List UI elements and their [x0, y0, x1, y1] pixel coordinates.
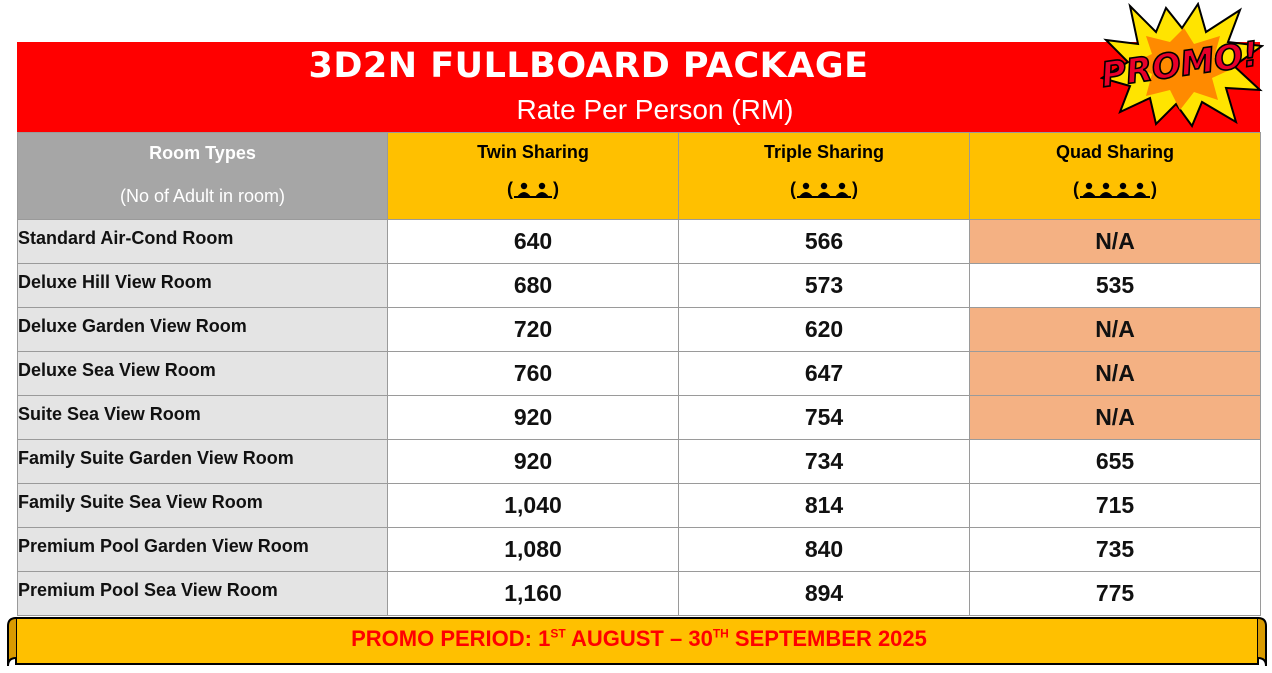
quad-sharing-header: Quad Sharing () [969, 132, 1261, 220]
triple-price-cell: 840 [678, 527, 970, 572]
triple-price-cell: 734 [678, 439, 970, 484]
quad-sharing-label: Quad Sharing [1055, 142, 1174, 162]
table-row: Deluxe Hill View Room 680 573 535 [17, 263, 1261, 308]
quad-price-cell: N/A [969, 395, 1261, 440]
triple-price-cell: 814 [678, 483, 970, 528]
package-header: 3D2N FULLBOARD PACKAGE Rate Per Person (… [17, 42, 1260, 132]
twin-price-cell: 1,160 [387, 571, 679, 616]
page-title: 3D2N FULLBOARD PACKAGE [308, 46, 869, 86]
table-row: Deluxe Garden View Room 720 620 N/A [17, 307, 1261, 352]
triple-price-cell: 647 [678, 351, 970, 396]
quad-price-cell: 655 [969, 439, 1261, 484]
table-row: Deluxe Sea View Room 760 647 N/A [17, 351, 1261, 396]
twin-sharing-label: Twin Sharing [477, 142, 589, 162]
table-row: Premium Pool Sea View Room 1,160 894 775 [17, 571, 1261, 616]
triple-price-cell: 894 [678, 571, 970, 616]
quad-price-cell: N/A [969, 351, 1261, 396]
room-type-cell: Standard Air-Cond Room [17, 219, 388, 264]
table-header-row: Room Types (No of Adult in room) Twin Sh… [17, 132, 1261, 220]
room-type-cell: Deluxe Hill View Room [17, 263, 388, 308]
adults-in-room-label: (No of Adult in room) [119, 186, 286, 206]
table-row: Family Suite Garden View Room 920 734 65… [17, 439, 1261, 484]
rate-table-body: Standard Air-Cond Room 640 566 N/A Delux… [17, 219, 1261, 616]
room-type-cell: Premium Pool Garden View Room [17, 527, 388, 572]
triple-price-cell: 566 [678, 219, 970, 264]
twin-price-cell: 640 [387, 219, 679, 264]
table-row: Premium Pool Garden View Room 1,080 840 … [17, 527, 1261, 572]
room-type-cell: Suite Sea View Room [17, 395, 388, 440]
room-types-label: Room Types [149, 143, 256, 163]
promo-period-banner [7, 617, 1267, 667]
three-people-icon: () [790, 179, 858, 199]
room-type-cell: Family Suite Sea View Room [17, 483, 388, 528]
quad-price-cell: 775 [969, 571, 1261, 616]
twin-price-cell: 920 [387, 395, 679, 440]
quad-price-cell: N/A [969, 307, 1261, 352]
triple-price-cell: 754 [678, 395, 970, 440]
triple-price-cell: 573 [678, 263, 970, 308]
twin-price-cell: 1,080 [387, 527, 679, 572]
twin-price-cell: 680 [387, 263, 679, 308]
quad-price-cell: 735 [969, 527, 1261, 572]
twin-price-cell: 1,040 [387, 483, 679, 528]
page-subtitle: Rate Per Person (RM) [516, 94, 794, 125]
room-types-header: Room Types (No of Adult in room) [17, 132, 388, 220]
triple-sharing-label: Triple Sharing [763, 142, 885, 162]
room-type-cell: Premium Pool Sea View Room [17, 571, 388, 616]
table-row: Family Suite Sea View Room 1,040 814 715 [17, 483, 1261, 528]
rate-table: Room Types (No of Adult in room) Twin Sh… [17, 132, 1261, 616]
promo-period-text: PROMO PERIOD: 1ST AUGUST – 30TH SEPTEMBE… [351, 626, 927, 651]
triple-sharing-header: Triple Sharing () [678, 132, 970, 220]
quad-price-cell: N/A [969, 219, 1261, 264]
table-row: Standard Air-Cond Room 640 566 N/A [17, 219, 1261, 264]
room-type-cell: Deluxe Garden View Room [17, 307, 388, 352]
twin-price-cell: 760 [387, 351, 679, 396]
promo-badge-icon: PROMO! [1100, 2, 1264, 128]
four-people-icon: () [1073, 179, 1157, 199]
room-type-cell: Family Suite Garden View Room [17, 439, 388, 484]
room-type-cell: Deluxe Sea View Room [17, 351, 388, 396]
twin-sharing-header: Twin Sharing () [387, 132, 679, 220]
triple-price-cell: 620 [678, 307, 970, 352]
quad-price-cell: 715 [969, 483, 1261, 528]
twin-price-cell: 920 [387, 439, 679, 484]
quad-price-cell: 535 [969, 263, 1261, 308]
table-row: Suite Sea View Room 920 754 N/A [17, 395, 1261, 440]
two-people-icon: () [507, 179, 559, 199]
twin-price-cell: 720 [387, 307, 679, 352]
